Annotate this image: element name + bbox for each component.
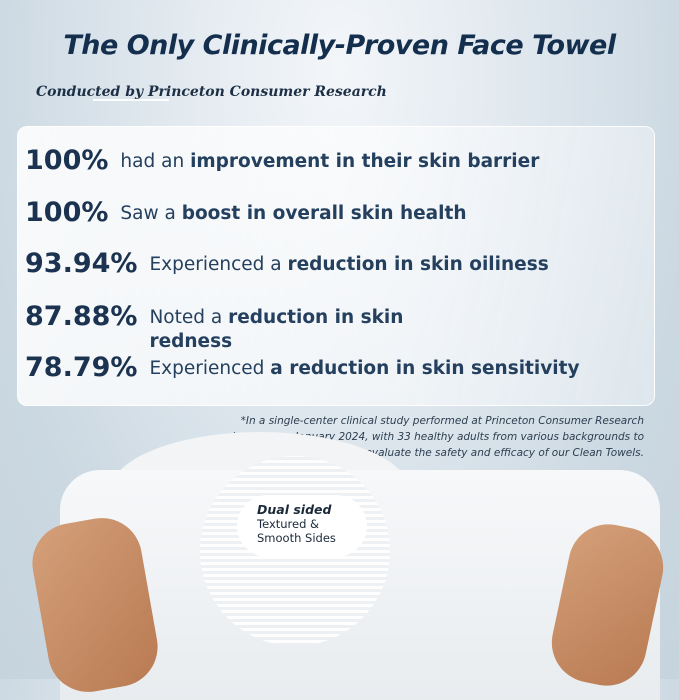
stat-value: 87.88% xyxy=(25,301,138,332)
stat-text: Saw a boost in overall skin health xyxy=(120,203,467,224)
stats-card xyxy=(17,126,655,406)
stat-row: 100% had an improvement in their skin bar… xyxy=(25,145,539,177)
headline: The Only Clinically-Proven Face Towel xyxy=(63,30,616,61)
stat-text: Noted a reduction in skin redness xyxy=(149,307,404,352)
footnote: *In a single-center clinical study perfo… xyxy=(232,415,644,459)
stat-row: 78.79% Experienced a reduction in skin se… xyxy=(25,352,580,384)
dual-sided-callout: Dual sided Textured & Smooth Sides xyxy=(237,495,367,557)
stat-text: Experienced a reduction in skin sensitiv… xyxy=(149,358,580,379)
stat-value: 93.94% xyxy=(25,248,138,279)
callout-line: Textured & xyxy=(257,517,320,531)
callout-line: Smooth Sides xyxy=(257,531,336,545)
stat-text: Experienced a reduction in skin oiliness xyxy=(149,254,549,275)
stat-row: 87.88% Noted a reduction in skin redness xyxy=(25,301,429,354)
stat-value: 100% xyxy=(25,197,109,228)
stat-value: 100% xyxy=(25,145,109,176)
stat-value: 78.79% xyxy=(25,352,138,383)
stat-row: 93.94% Experienced a reduction in skin oi… xyxy=(25,248,549,280)
stat-text: had an improvement in their skin barrier xyxy=(120,151,540,172)
callout-heading: Dual sided xyxy=(257,502,332,517)
stat-row: 100% Saw a boost in overall skin health xyxy=(25,197,467,229)
divider xyxy=(93,99,169,101)
subtitle: Conducted by Princeton Consumer Research xyxy=(36,84,387,100)
